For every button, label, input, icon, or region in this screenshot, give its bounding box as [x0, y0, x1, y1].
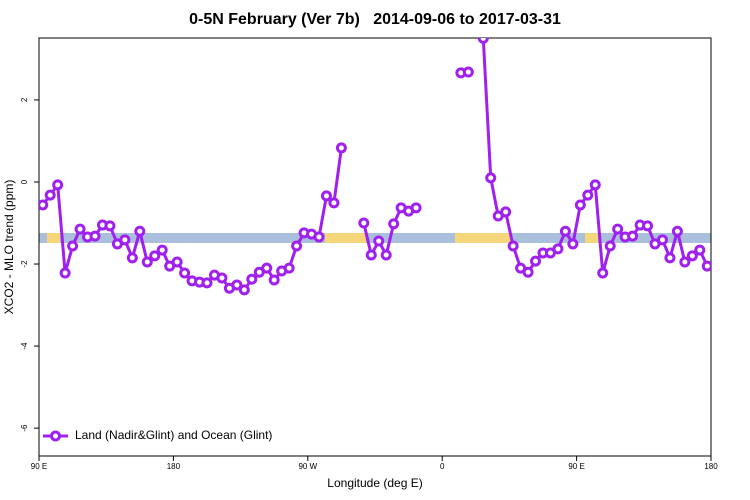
data-point [335, 142, 347, 154]
legend-marker [50, 430, 61, 442]
data-point [522, 266, 534, 278]
chart-title: 0-5N February (Ver 7b) 2014-09-06 to 201… [189, 11, 561, 28]
y-axis-label: XCO2 - MLO trend (ppm) [2, 180, 16, 315]
data-point [373, 235, 385, 247]
x-tick-label: 90 E [31, 462, 47, 471]
data-point [462, 66, 474, 78]
data-point [283, 262, 295, 274]
data-point [134, 225, 146, 237]
data-point [238, 284, 250, 296]
data-point [141, 256, 153, 268]
data-point [171, 256, 183, 268]
x-tick-label: 0 [440, 462, 445, 471]
data-point [500, 206, 512, 218]
data-point [612, 223, 624, 235]
data-point [656, 234, 668, 246]
data-point [52, 179, 64, 191]
data-point [231, 279, 243, 291]
series [39, 38, 711, 296]
data-point [39, 199, 49, 211]
data-point [477, 38, 489, 44]
data-point [559, 225, 571, 237]
y-tick-label: -4 [20, 342, 29, 350]
data-point [119, 234, 131, 246]
x-tick-label: 90 E [568, 462, 584, 471]
data-point [642, 220, 654, 232]
data-point [507, 240, 519, 252]
data-point [261, 262, 273, 274]
data-point [388, 218, 400, 230]
data-point [44, 189, 56, 201]
data-point [627, 230, 639, 242]
data-point [694, 244, 706, 256]
y-tick-label: 0 [20, 179, 29, 184]
band-land [325, 233, 366, 243]
y-tick-label: 2 [20, 97, 29, 102]
data-point [664, 252, 676, 264]
data-point [597, 267, 609, 279]
data-point [582, 189, 594, 201]
data-point [574, 199, 586, 211]
data-point [380, 249, 392, 261]
data-point [567, 238, 579, 250]
data-point [679, 256, 691, 268]
data-point [201, 277, 213, 289]
data-point [179, 267, 191, 279]
data-point [268, 274, 280, 286]
data-point [216, 272, 228, 284]
data-point [126, 252, 138, 264]
data-point [530, 255, 542, 267]
data-point [59, 267, 71, 279]
band-land [455, 233, 512, 243]
data-point [89, 230, 101, 242]
data-point [589, 179, 601, 191]
x-axis-label: Longitude (deg E) [327, 476, 422, 490]
legend-label: Land (Nadir&Glint) and Ocean (Glint) [75, 428, 272, 442]
data-point [701, 260, 711, 272]
data-point [320, 190, 332, 202]
band-land [585, 233, 598, 243]
band-land [47, 233, 60, 243]
data-point [328, 197, 340, 209]
x-tick-label: 180 [167, 462, 181, 471]
data-point [291, 240, 303, 252]
data-point [552, 243, 564, 255]
data-point [156, 244, 168, 256]
data-point [358, 217, 370, 229]
data-point [410, 202, 422, 214]
plot-frame [38, 37, 712, 457]
data-point [671, 225, 683, 237]
data-point [686, 250, 698, 262]
data-point [149, 250, 161, 262]
data-point [485, 172, 497, 184]
y-tick-label: -6 [20, 424, 29, 432]
data-point [67, 240, 79, 252]
data-point [313, 231, 325, 243]
x-tick-label: 180 [704, 462, 718, 471]
data-point [604, 240, 616, 252]
y-tick-label: -2 [20, 260, 29, 268]
data-point [365, 249, 377, 261]
data-point [246, 273, 258, 285]
data-point [104, 220, 116, 232]
x-tick-label: 90 W [298, 462, 317, 471]
data-point [74, 223, 86, 235]
